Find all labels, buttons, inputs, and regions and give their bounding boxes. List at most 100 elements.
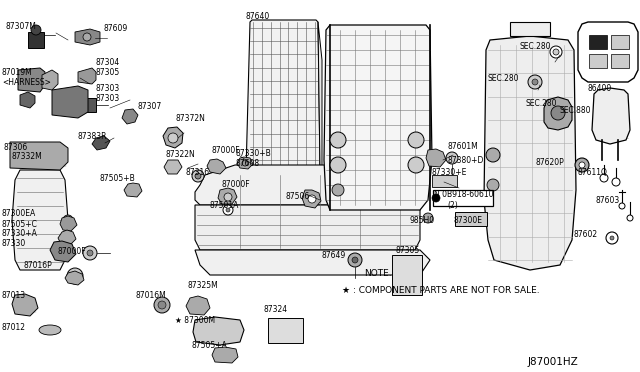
Text: 87016M: 87016M: [136, 292, 167, 301]
Text: 87608: 87608: [236, 158, 260, 167]
Circle shape: [224, 193, 232, 201]
Text: 985H0: 985H0: [410, 215, 435, 224]
Polygon shape: [122, 109, 138, 124]
Text: 87609: 87609: [103, 23, 127, 32]
Circle shape: [606, 232, 618, 244]
Circle shape: [63, 215, 73, 225]
Text: 87019M: 87019M: [2, 67, 33, 77]
Polygon shape: [163, 127, 183, 148]
Text: 87012: 87012: [2, 324, 26, 333]
Circle shape: [487, 179, 499, 191]
Circle shape: [446, 152, 458, 164]
Bar: [589, 35, 607, 49]
Polygon shape: [544, 97, 572, 130]
Text: 87316: 87316: [186, 167, 210, 176]
Ellipse shape: [39, 325, 61, 335]
Polygon shape: [92, 136, 110, 150]
Text: SEC.280: SEC.280: [488, 74, 520, 83]
Text: 87330: 87330: [2, 238, 26, 247]
Circle shape: [67, 268, 83, 284]
Text: SEC.280: SEC.280: [520, 42, 552, 51]
Polygon shape: [42, 70, 58, 90]
Text: 87000F: 87000F: [212, 145, 241, 154]
Text: 87611Q: 87611Q: [578, 167, 608, 176]
Circle shape: [330, 132, 346, 148]
Circle shape: [486, 148, 500, 162]
Circle shape: [550, 46, 562, 58]
Bar: [432, 175, 457, 187]
Text: 87325M: 87325M: [188, 282, 219, 291]
Text: SEC.880: SEC.880: [560, 106, 591, 115]
Polygon shape: [592, 88, 630, 144]
Polygon shape: [224, 172, 250, 205]
Circle shape: [408, 132, 424, 148]
Text: 87640: 87640: [245, 12, 269, 20]
Text: <HARNESS>: <HARNESS>: [2, 77, 51, 87]
Circle shape: [432, 194, 440, 202]
Polygon shape: [246, 20, 320, 175]
Text: 87330+E: 87330+E: [432, 167, 467, 176]
Polygon shape: [195, 205, 420, 250]
Polygon shape: [78, 68, 96, 84]
Text: 87602: 87602: [574, 230, 598, 238]
Text: 87303: 87303: [95, 93, 119, 103]
Text: 87506: 87506: [285, 192, 309, 201]
Text: 87649: 87649: [322, 251, 346, 260]
Bar: [392, 255, 422, 295]
Text: NOTE.: NOTE.: [364, 269, 392, 279]
Circle shape: [330, 157, 346, 173]
Polygon shape: [10, 142, 68, 170]
Circle shape: [195, 173, 201, 179]
Text: 87501A: 87501A: [210, 201, 239, 209]
Text: 87332M: 87332M: [12, 151, 43, 160]
Text: 87603: 87603: [596, 196, 620, 205]
Polygon shape: [18, 68, 45, 92]
Polygon shape: [80, 98, 96, 112]
Circle shape: [408, 157, 424, 173]
Circle shape: [423, 213, 433, 223]
Polygon shape: [207, 159, 226, 174]
Circle shape: [87, 250, 93, 256]
Text: 87300EA: 87300EA: [2, 208, 36, 218]
Text: 87380+D: 87380+D: [448, 155, 484, 164]
Circle shape: [31, 25, 41, 35]
Circle shape: [154, 297, 170, 313]
Circle shape: [223, 205, 233, 215]
Text: ★ : COMPONENT PARTS ARE NOT FOR SALE.: ★ : COMPONENT PARTS ARE NOT FOR SALE.: [342, 285, 540, 295]
Polygon shape: [324, 25, 432, 210]
Text: 87300E: 87300E: [454, 215, 483, 224]
Text: 87016P: 87016P: [24, 262, 52, 270]
Circle shape: [600, 174, 608, 182]
Circle shape: [308, 195, 316, 203]
Polygon shape: [212, 347, 238, 363]
Polygon shape: [484, 36, 576, 270]
Text: 87505+B: 87505+B: [100, 173, 136, 183]
Circle shape: [332, 184, 344, 196]
Polygon shape: [12, 294, 38, 316]
Polygon shape: [58, 230, 76, 245]
Polygon shape: [578, 22, 638, 82]
Text: 87372N: 87372N: [175, 113, 205, 122]
Polygon shape: [124, 183, 142, 197]
Polygon shape: [52, 86, 88, 118]
Circle shape: [579, 162, 585, 168]
Text: 87505+A: 87505+A: [192, 341, 228, 350]
Polygon shape: [186, 296, 210, 315]
Polygon shape: [28, 32, 44, 48]
Text: 87306: 87306: [3, 142, 28, 151]
Bar: [455, 212, 487, 226]
Text: 87505+C: 87505+C: [2, 219, 38, 228]
Circle shape: [612, 178, 620, 186]
Text: 87303: 87303: [95, 83, 119, 93]
Text: 87330+B: 87330+B: [236, 148, 272, 157]
Circle shape: [192, 170, 204, 182]
Circle shape: [158, 301, 166, 309]
Text: J87001HZ: J87001HZ: [528, 357, 579, 367]
Circle shape: [528, 75, 542, 89]
Text: N 0B918-60610: N 0B918-60610: [434, 189, 493, 199]
Text: 87305: 87305: [95, 67, 119, 77]
Text: 87383R: 87383R: [78, 131, 108, 141]
Bar: [268, 318, 303, 343]
Text: 87304: 87304: [95, 58, 119, 67]
Text: 87620P: 87620P: [536, 157, 564, 167]
